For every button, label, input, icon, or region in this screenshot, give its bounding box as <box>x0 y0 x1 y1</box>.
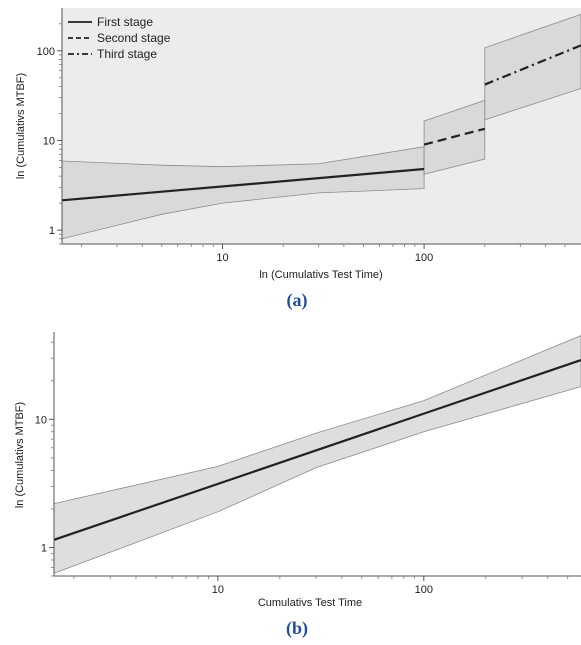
y-tick-label: 1 <box>41 543 47 555</box>
series-line-1 <box>53 359 581 541</box>
series-line-1 <box>61 167 425 202</box>
y-tick-label: 10 <box>43 135 55 147</box>
chart-b: 10 100 1 10 Cumulativs Test Time ln (Cumula… <box>14 332 581 639</box>
legend-label-1: First stage <box>97 15 153 29</box>
y-tick-label: 10 <box>35 414 47 426</box>
series-line-2 <box>423 127 486 146</box>
chart-b-series-lines <box>53 359 581 541</box>
x-tick-label: 10 <box>212 584 224 596</box>
chart-b-ylabel: ln (Cumulativs MTBF) <box>14 402 26 508</box>
chart-b-axes: 10 100 1 10 <box>35 332 581 596</box>
chart-a: 10 100 1 10 100 First stage Second stage Third… <box>15 8 581 311</box>
confidence-band-1 <box>61 146 425 240</box>
chart-a-legend: First stage Second stage Third stage <box>68 15 171 61</box>
chart-a-panel-label: (a) <box>287 290 308 311</box>
chart-b-panel-label: (b) <box>286 618 308 639</box>
chart-a-xlabel: ln (Cumulativs Test Time) <box>259 269 382 281</box>
chart-a-axes: 10 100 1 10 100 <box>37 8 581 264</box>
x-tick-label: 100 <box>415 252 433 264</box>
confidence-band-3 <box>484 13 581 121</box>
y-tick-label: 1 <box>49 225 55 237</box>
series-line-3 <box>484 44 581 86</box>
chart-b-xlabel: Cumulativs Test Time <box>258 597 362 609</box>
chart-a-series-lines <box>61 44 581 202</box>
y-tick-label: 100 <box>37 46 55 58</box>
legend-label-2: Second stage <box>97 31 171 45</box>
chart-b-confidence-band <box>53 335 581 574</box>
legend-label-3: Third stage <box>97 47 157 61</box>
x-tick-label: 10 <box>216 252 228 264</box>
x-tick-label: 100 <box>415 584 433 596</box>
confidence-band-1 <box>53 335 581 574</box>
chart-a-ylabel: ln (Cumulativs MTBF) <box>15 73 27 179</box>
